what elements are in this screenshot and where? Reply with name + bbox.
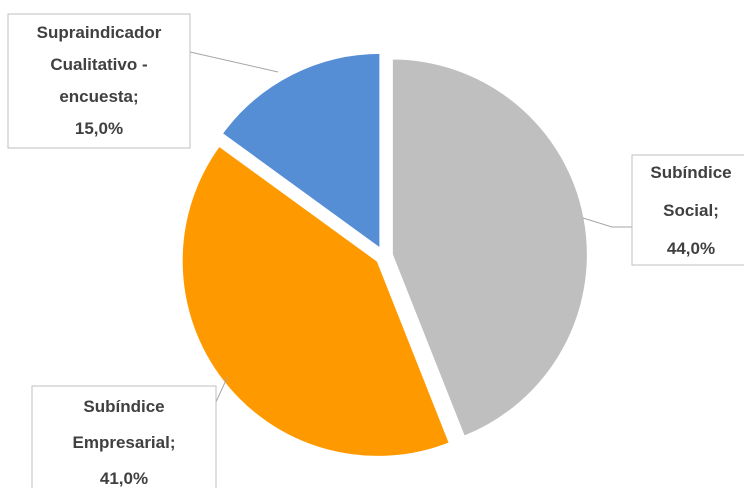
data-label-line: encuesta; (59, 87, 138, 106)
leader-line (216, 378, 227, 402)
data-label-line: Empresarial; (73, 433, 176, 452)
slice-label-empresarial: Subíndice Empresarial; 41,0% (32, 386, 216, 488)
data-label-line: 44,0% (667, 239, 715, 258)
data-label-line: Social; (663, 201, 719, 220)
data-label-line: Subíndice (650, 163, 731, 182)
data-label-line: 41,0% (100, 469, 148, 488)
slice-label-supraindicador: Supraindicador Cualitativo - encuesta; 15,0… (8, 14, 190, 148)
data-label-line: Supraindicador (37, 23, 162, 42)
slice-label-social: Subíndice Social; 44,0% (632, 155, 744, 265)
data-label-line: 15,0% (75, 119, 123, 138)
leader-line (583, 218, 632, 227)
pie-slices (182, 53, 588, 457)
leader-line (190, 52, 278, 72)
data-label-line: Cualitativo - (50, 55, 147, 74)
data-label-line: Subíndice (83, 397, 164, 416)
